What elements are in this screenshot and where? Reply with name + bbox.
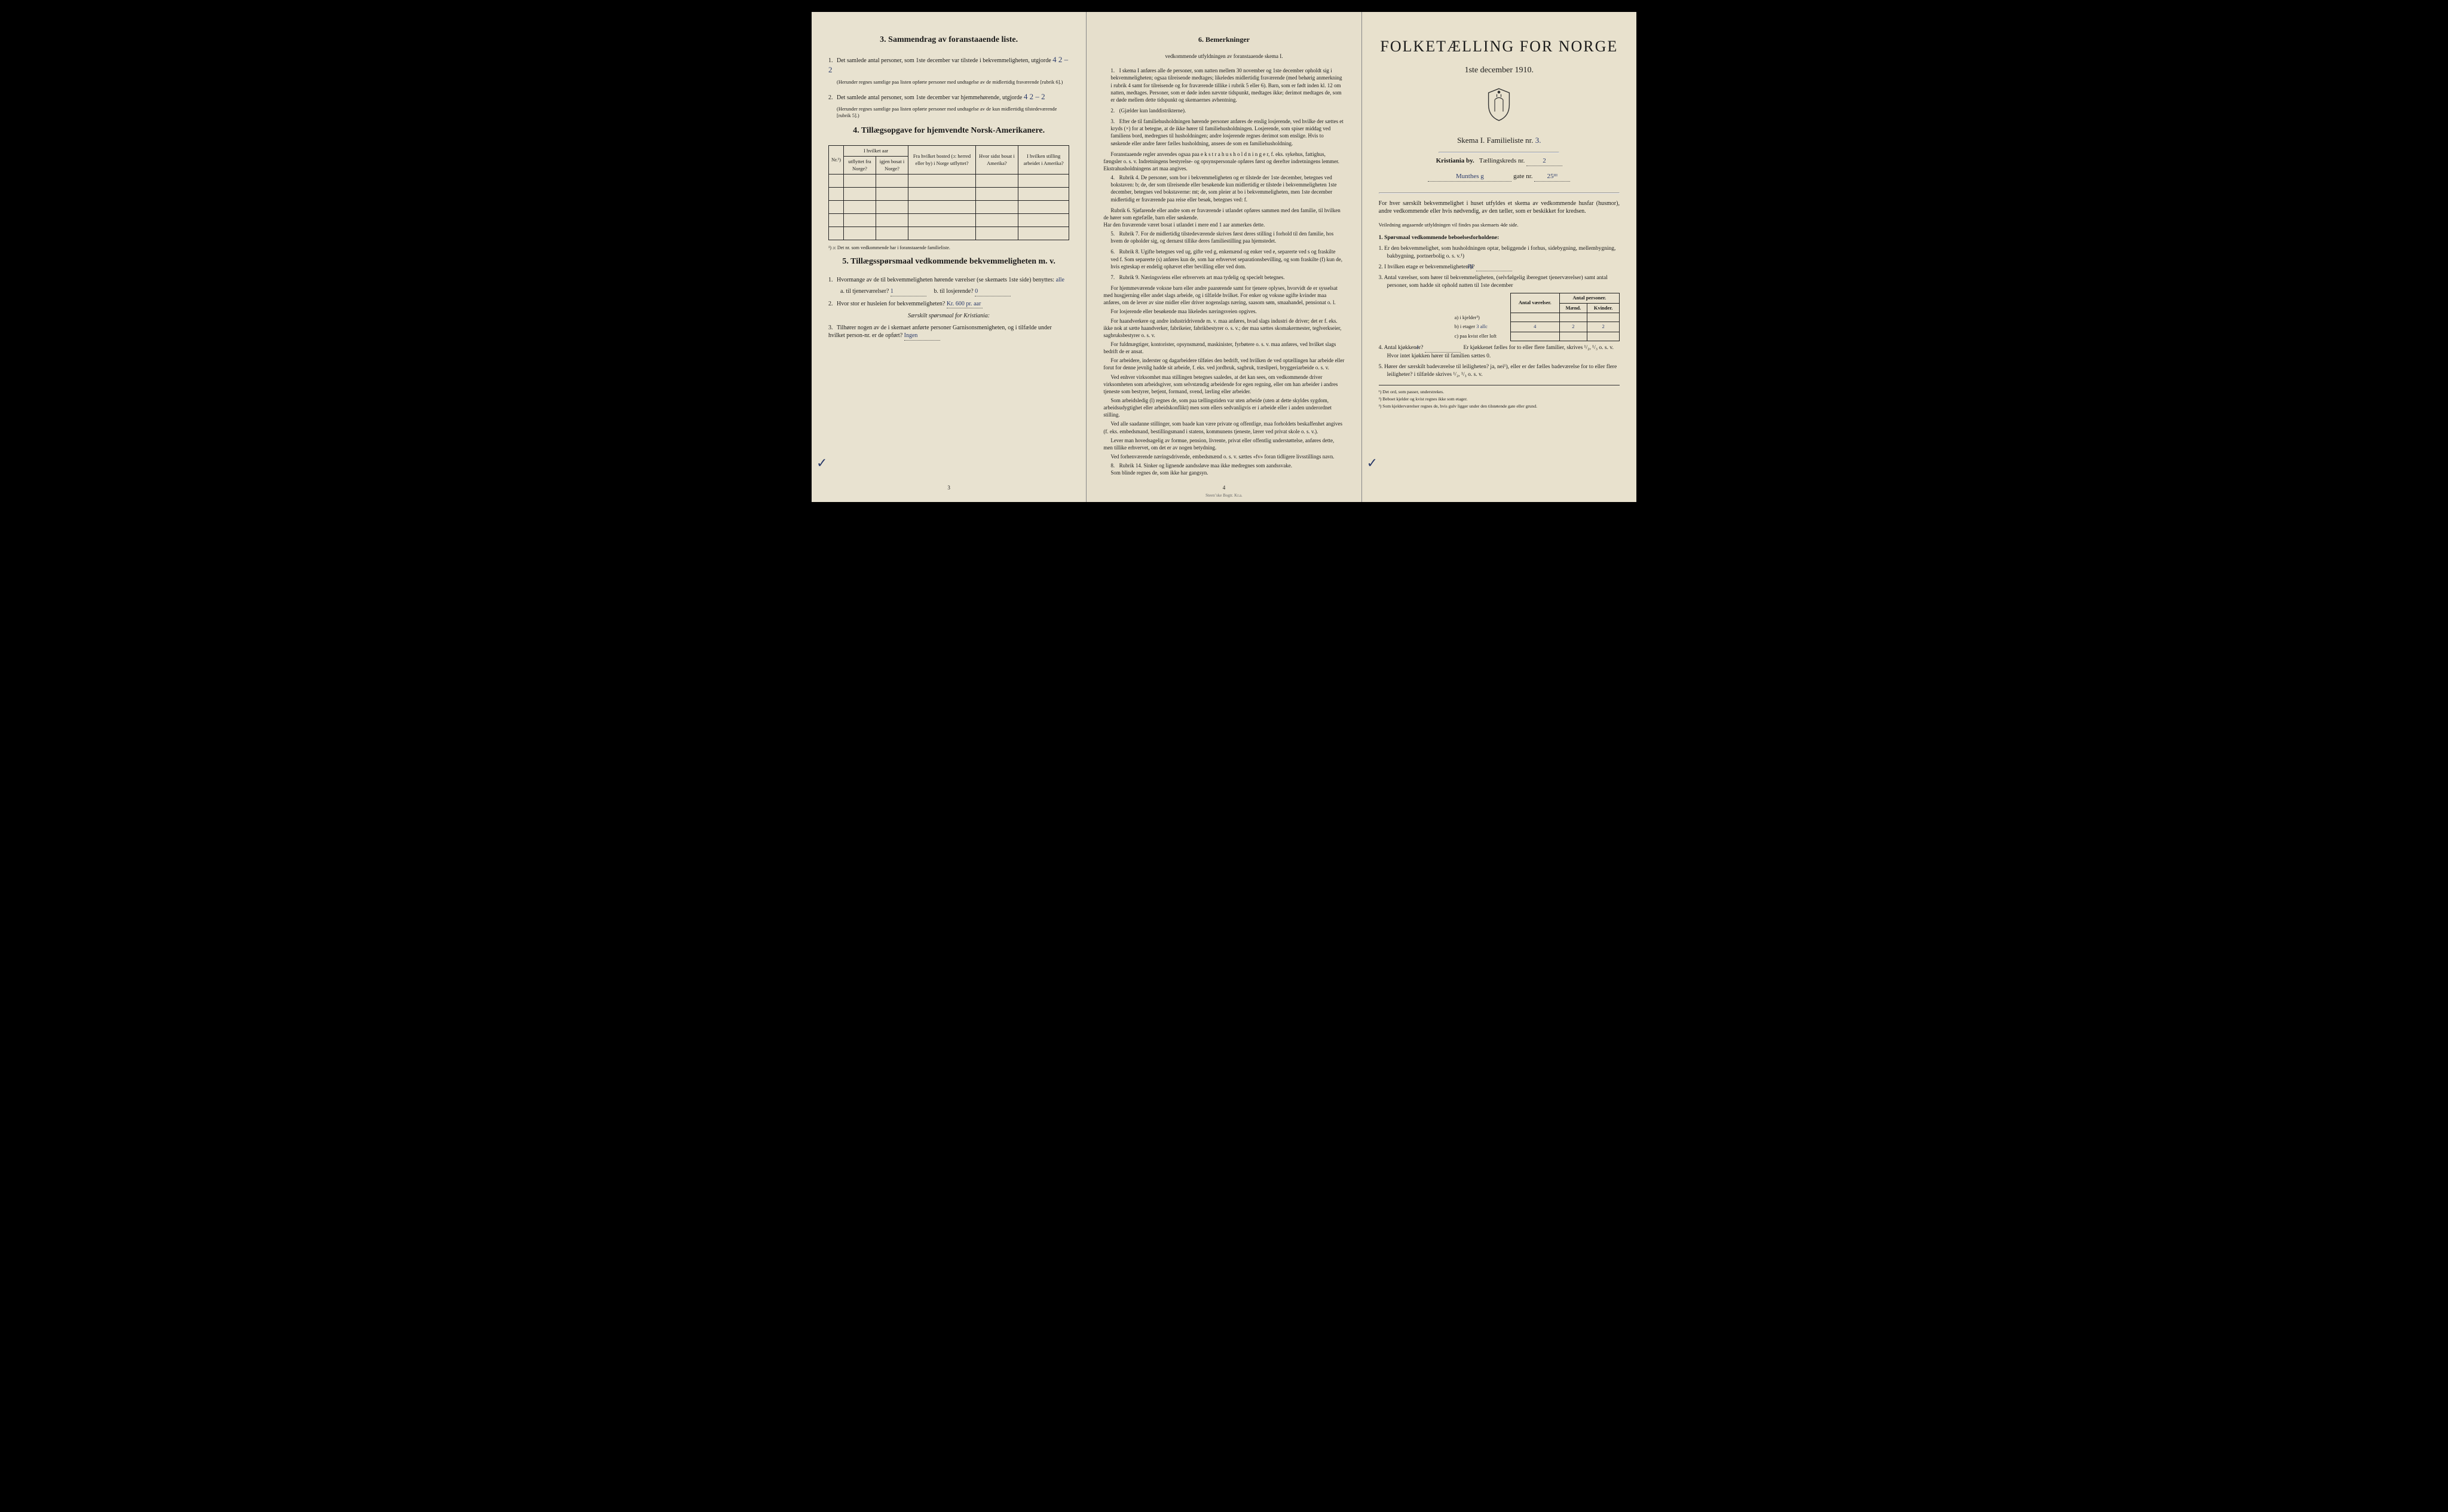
census-date: 1ste december 1910.	[1379, 65, 1620, 76]
sec3-q2: 2.Det samlede antal personer, som 1ste d…	[828, 91, 1069, 102]
check-mark: ✓	[816, 454, 827, 472]
page-4: 6. Bemerkninger vedkommende utfyldningen…	[1087, 12, 1361, 502]
page-3: 3. Sammendrag av foranstaaende liste. 1.…	[812, 12, 1087, 502]
sec6-item: 1. I skema I anføres alle de personer, s…	[1110, 67, 1344, 103]
q3: 3. Antal værelser, som hører til bekvemm…	[1387, 274, 1620, 290]
page-number: 4	[1223, 484, 1226, 491]
sec4-footnote: ¹) ɔ: Det nr. som vedkommende har i fora…	[828, 245, 1069, 252]
main-title: FOLKETÆLLING FOR NORGE	[1379, 36, 1620, 57]
question-list: 1. Spørsmaal vedkommende beboelsesforhol…	[1379, 234, 1620, 378]
sec4-title: 4. Tillægsopgave for hjemvendte Norsk-Am…	[828, 126, 1069, 137]
sec3-q1-note: (Herunder regnes samtlige paa listen opf…	[837, 79, 1069, 85]
sec6-item: 5. Rubrik 7. For de midlertidig tilstede…	[1110, 230, 1344, 244]
q1: 1. Er den bekvemmelighet, som husholdnin…	[1387, 245, 1620, 261]
city-line: Kristiania by. Tællingskreds nr. 2	[1379, 157, 1620, 166]
skema-line: Skema I. Familieliste nr. 3.	[1379, 135, 1620, 146]
sec3-q2-note: (Herunder regnes samtlige paa listen opf…	[837, 106, 1069, 120]
sec5-q1: 1.Hvormange av de til bekvemmeligheten h…	[828, 276, 1069, 284]
sec6-item: 7. Rubrik 9. Næringsviens eller erhverve…	[1110, 274, 1344, 281]
sec5-q2: 2.Hvor stor er husleien for bekvemmeligh…	[828, 300, 1069, 309]
intro-text: For hver særskilt bekvemmelighet i huset…	[1379, 200, 1620, 216]
sec6-items: 1. I skema I anføres alle de personer, s…	[1103, 67, 1344, 476]
sec6-title: 6. Bemerkninger	[1103, 35, 1344, 44]
intro-note: Veiledning angaaende utfyldningen vil fi…	[1379, 222, 1620, 228]
sec6-item: 6. Rubrik 8. Ugifte betegnes ved ug, gif…	[1110, 248, 1344, 270]
sec6-item: 3. Efter de til familiehusholdningen hør…	[1110, 118, 1344, 147]
sec5-title: 5. Tillægsspørsmaal vedkommende bekvemme…	[828, 256, 1069, 268]
rooms-table: Antal værelser.Antal personer. Mænd.Kvin…	[1451, 293, 1620, 341]
page-number: 3	[947, 484, 950, 491]
sec6-item: 8. Rubrik 14. Sinker og lignende aandssl…	[1110, 462, 1344, 476]
sec3-q2-fill: 4 2 – 2	[1024, 92, 1045, 101]
address-line: Munthes g gate nr. 25ᴵᴵᴵ	[1379, 172, 1620, 182]
printer-line: Steenʼske Bogtr. Kr.a.	[1205, 493, 1243, 498]
q2: 2. I hvilken etage er bekvemmeligheten²)…	[1387, 264, 1620, 272]
coat-of-arms-icon	[1379, 87, 1620, 125]
q4: 4. Antal kjøkkener? 1 Er kjøkkenet fælle…	[1387, 344, 1620, 360]
sec6-item: 4. Rubrik 4. De personer, som bor i bekv…	[1110, 174, 1344, 203]
sec3-q1: 1.Det samlede antal personer, som 1ste d…	[828, 54, 1069, 75]
sec6-item: 2. (Gjælder kun landdistrikterne).	[1110, 107, 1344, 114]
sec4-table: Nr.¹) I hvilket aar Fra hvilket bosted (…	[828, 145, 1069, 240]
footnotes: ¹) Det ord, som passer, understrekes. ²)…	[1379, 385, 1620, 409]
sec5-q3: 3.Tilhører nogen av de i skemaet anførte…	[828, 324, 1069, 341]
sec3-title: 3. Sammendrag av foranstaaende liste.	[828, 35, 1069, 46]
sec6-subtitle: vedkommende utfyldningen av foranstaaend…	[1103, 53, 1344, 60]
q5: 5. Hører der særskilt badeværelse til le…	[1387, 363, 1620, 379]
check-mark: ✓	[1367, 454, 1378, 472]
page-cover: FOLKETÆLLING FOR NORGE 1ste december 191…	[1362, 12, 1636, 502]
